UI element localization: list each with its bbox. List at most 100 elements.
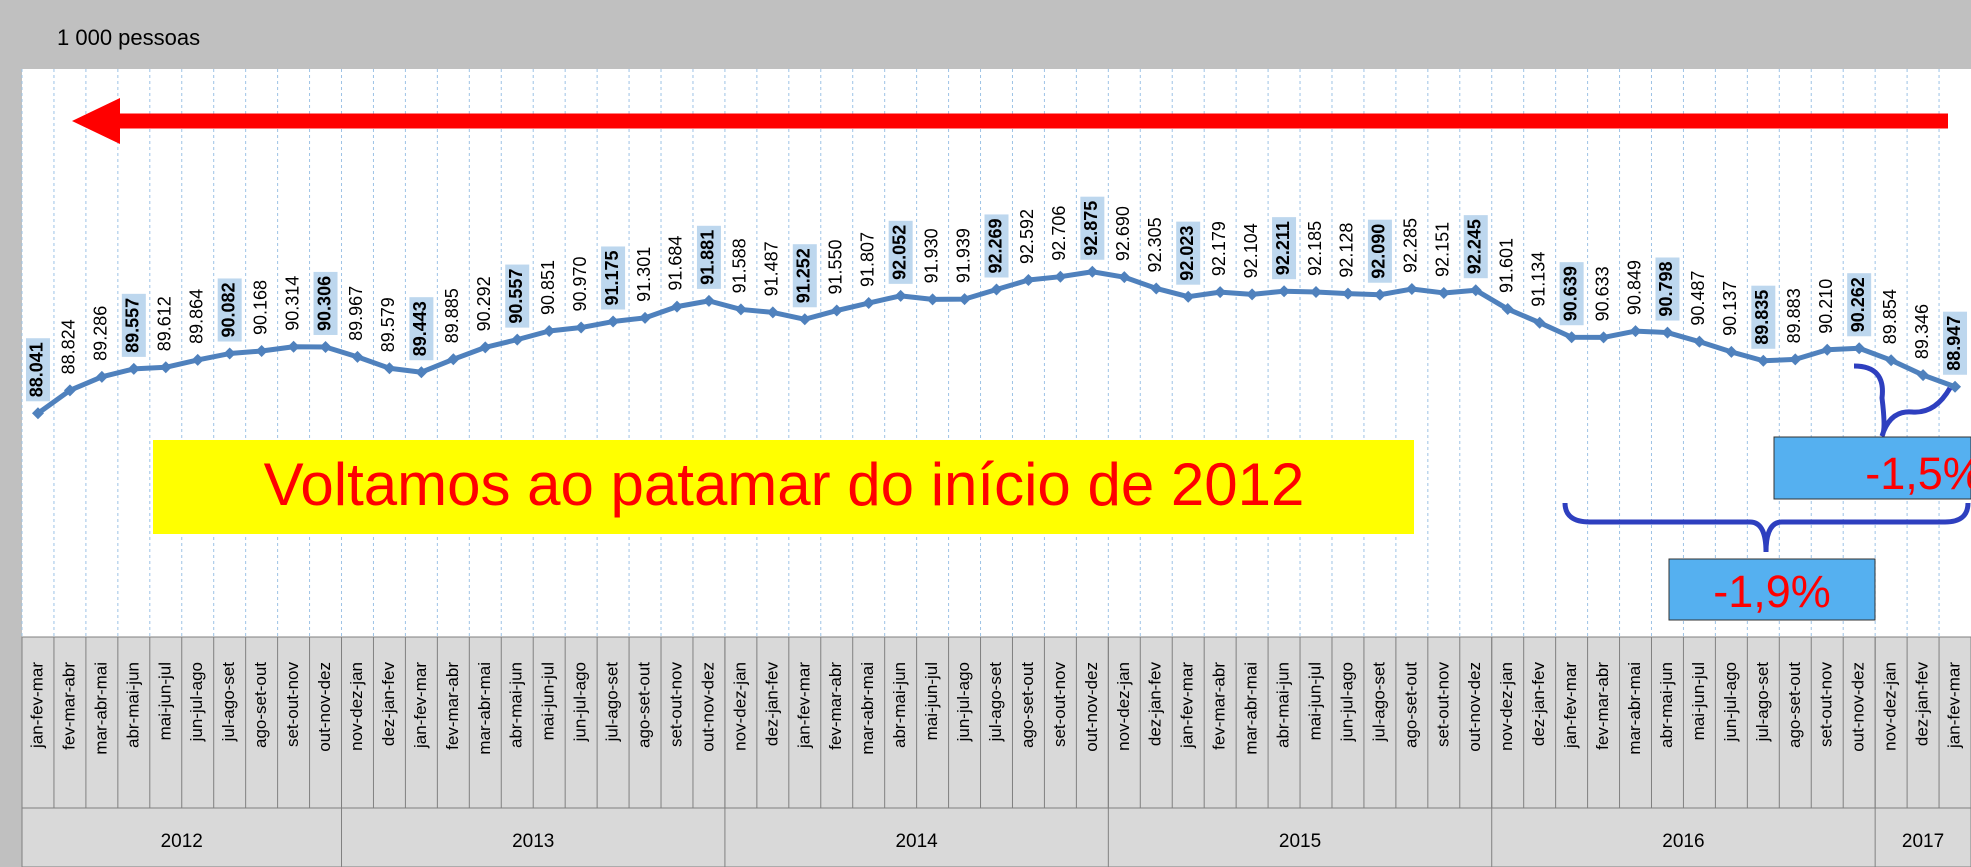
x-tick-label: mai-jun-jul [1689,662,1708,740]
marker [287,340,300,353]
data-label: 91.175 [602,250,622,305]
data-label: 92.690 [1113,206,1133,261]
data-label: 90.798 [1656,262,1676,317]
marker [415,366,428,379]
marker [1821,343,1834,356]
marker [766,306,779,319]
marker [1022,274,1035,287]
data-label: 88.947 [1944,316,1964,371]
label-box [121,293,146,357]
x-tick-label: out-nov-dez [1465,662,1484,752]
x-tick-label: mai-jun-jul [922,662,941,740]
x-tick-label: fev-mar-abr [1210,662,1229,750]
data-label: 91.601 [1496,238,1516,293]
data-label: 92.706 [1049,206,1069,261]
marker [1310,285,1323,298]
x-tick-label: mai-jun-jul [539,662,558,740]
data-label: 92.052 [889,225,909,280]
marker [575,321,588,334]
data-label: 90.557 [506,269,526,324]
data-label: 90.210 [1816,279,1836,334]
data-label: 91.930 [921,228,941,283]
x-tick-label: jun-jul-ago [187,662,206,742]
marker [702,294,715,307]
data-label: 89.286 [91,306,111,361]
data-label: 92.875 [1081,201,1101,256]
label-box [1463,215,1488,279]
grid: jan-fev-mar fev-mar-abr mar-abr-mai abr-mai… [21,69,1964,867]
x-tick-label: mar-abr-mai [1242,662,1261,755]
marker [223,347,236,360]
x-tick-label: ago-set-out [1018,662,1037,748]
x-tick-label: dez-jan-fev [379,662,398,747]
marker [862,297,875,310]
x-tick-label: nov-dez-jan [1881,662,1900,751]
x-tick-label: fev-mar-abr [826,662,845,750]
group-label: 2017 [1902,831,1944,852]
marker [1341,287,1354,300]
x-tick-label: fev-mar-abr [443,662,462,750]
x-tick-label: mai-jun-jul [1305,662,1324,740]
marker [1757,354,1770,367]
label-box [601,246,626,310]
x-tick-label: jun-jul-ago [1337,662,1356,742]
marker [1182,290,1195,303]
x-tick-label: mar-abr-mai [858,662,877,755]
annotation-box [153,440,1414,534]
marker [95,370,108,383]
marker [607,315,620,328]
x-tick-label: set-out-nov [1050,662,1069,748]
x-tick-label: dez-jan-fev [1913,662,1932,747]
x-tick-label: set-out-nov [283,662,302,748]
x-tick-label: jan-fev-mar [1945,662,1964,749]
marker [31,407,44,420]
label-box [1943,311,1968,375]
x-tick-label: jul-ago-set [1369,662,1388,743]
x-tick-label: jul-ago-set [986,662,1005,743]
marker [159,361,172,374]
label-box [696,225,721,289]
plot-area [22,69,1971,637]
x-tick-label: abr-mai-jun [507,662,526,748]
marker [1565,331,1578,344]
data-label: 90.970 [570,256,590,311]
x-tick-label: set-out-nov [1433,662,1452,748]
marker [1373,288,1386,301]
x-tick-label: nov-dez-jan [1114,662,1133,751]
label-box [1176,221,1201,285]
marker [1054,270,1067,283]
x-tick-label: set-out-nov [666,662,685,748]
data-label: 90.306 [314,276,334,331]
data-label: 92.592 [1017,209,1037,264]
data-label: 91.487 [762,241,782,296]
data-label: 89.967 [346,286,366,341]
marker [1118,271,1131,284]
marker [1533,316,1546,329]
data-label: 91.807 [857,232,877,287]
x-tick-label: nov-dez-jan [730,662,749,751]
marker [1246,288,1259,301]
x-tick-label: abr-mai-jun [890,662,909,748]
marker [1278,285,1291,298]
group-label: 2016 [1662,831,1704,852]
marker [319,340,332,353]
data-label: 90.849 [1624,260,1644,315]
x-tick-label: jan-fev-mar [1561,662,1580,749]
arrow-head [72,98,120,144]
x-tick-label: jun-jul-ago [571,662,590,742]
group-label: 2014 [895,831,938,852]
marker [1725,345,1738,358]
data-label: 90.137 [1720,281,1740,336]
marker [734,303,747,316]
data-label: 92.179 [1209,221,1229,276]
marker [1086,265,1099,278]
marker [1949,380,1962,393]
brace [1853,363,1953,438]
marker [191,353,204,366]
data-label: 89.443 [410,301,430,356]
data-label: 92.151 [1433,222,1453,277]
x-tick-label: out-nov-dez [315,662,334,752]
x-tick-label: out-nov-dez [1082,662,1101,752]
label-box [888,220,913,284]
